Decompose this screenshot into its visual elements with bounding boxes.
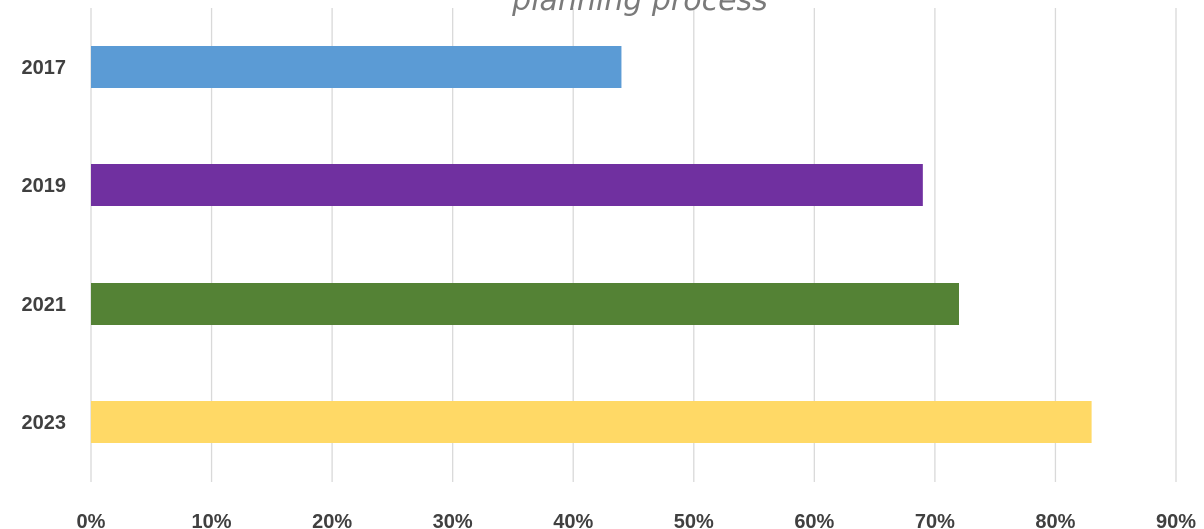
x-axis-tick-labels: 0% 10% 20% 30% 40% 50% 60% 70% 80% 90% xyxy=(77,511,1197,529)
bar-2023 xyxy=(91,401,1092,443)
x-tick-label: 50% xyxy=(674,511,714,529)
x-tick-label: 90% xyxy=(1156,511,1196,529)
x-tick-label: 40% xyxy=(553,511,593,529)
x-tick-label: 60% xyxy=(794,511,834,529)
x-tick-label: 10% xyxy=(192,511,232,529)
x-tick-label: 0% xyxy=(77,511,106,529)
chart-title: planning process xyxy=(511,0,768,18)
x-tick-label: 20% xyxy=(312,511,352,529)
x-tick-label: 80% xyxy=(1035,511,1075,529)
bar-2017 xyxy=(91,46,622,88)
bar-2021 xyxy=(91,283,959,325)
bar-2019 xyxy=(91,164,923,206)
category-labels: 2017 2019 2021 2023 xyxy=(22,57,67,434)
category-label: 2019 xyxy=(22,175,67,197)
bars xyxy=(91,46,1092,443)
category-label: 2017 xyxy=(22,57,67,79)
category-label: 2023 xyxy=(22,412,67,434)
x-tick-label: 70% xyxy=(915,511,955,529)
category-label: 2021 xyxy=(22,294,67,316)
x-tick-label: 30% xyxy=(433,511,473,529)
